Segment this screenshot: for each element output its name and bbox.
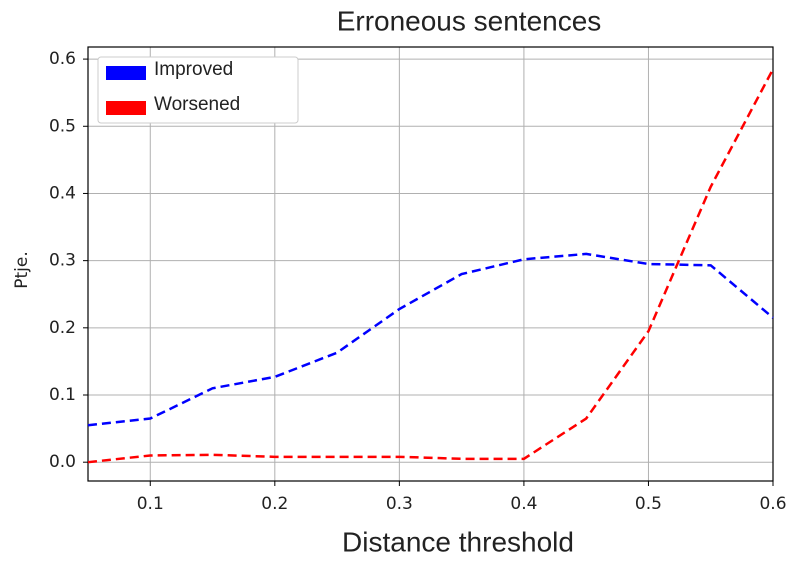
y-axis-label: Ptje. (12, 251, 32, 289)
x-axis-label: Distance threshold (342, 526, 574, 557)
legend-swatch (106, 66, 146, 80)
legend-label: Improved (154, 59, 233, 80)
y-tick-label: 0.0 (49, 452, 76, 472)
series-line (87, 68, 775, 464)
x-tick-label: 0.6 (759, 494, 786, 514)
legend-swatch (106, 101, 146, 115)
y-tick-label: 0.2 (49, 318, 76, 338)
y-tick-label: 0.6 (49, 49, 76, 69)
y-tick-label: 0.4 (49, 183, 76, 203)
x-tick-label: 0.4 (510, 494, 537, 514)
x-tick-label: 0.5 (635, 494, 662, 514)
x-tick-label: 0.3 (386, 494, 413, 514)
y-tick-label: 0.3 (49, 251, 76, 271)
legend-label: Worsened (154, 94, 240, 115)
y-tick-label: 0.1 (49, 385, 76, 405)
y-tick-label: 0.5 (49, 116, 76, 136)
legend-box (97, 56, 299, 124)
x-tick-label: 0.1 (137, 494, 164, 514)
plot-frame (87, 46, 774, 482)
x-tick-label: 0.2 (261, 494, 288, 514)
chart-title: Erroneous sentences (337, 5, 602, 36)
series-line (87, 252, 774, 427)
